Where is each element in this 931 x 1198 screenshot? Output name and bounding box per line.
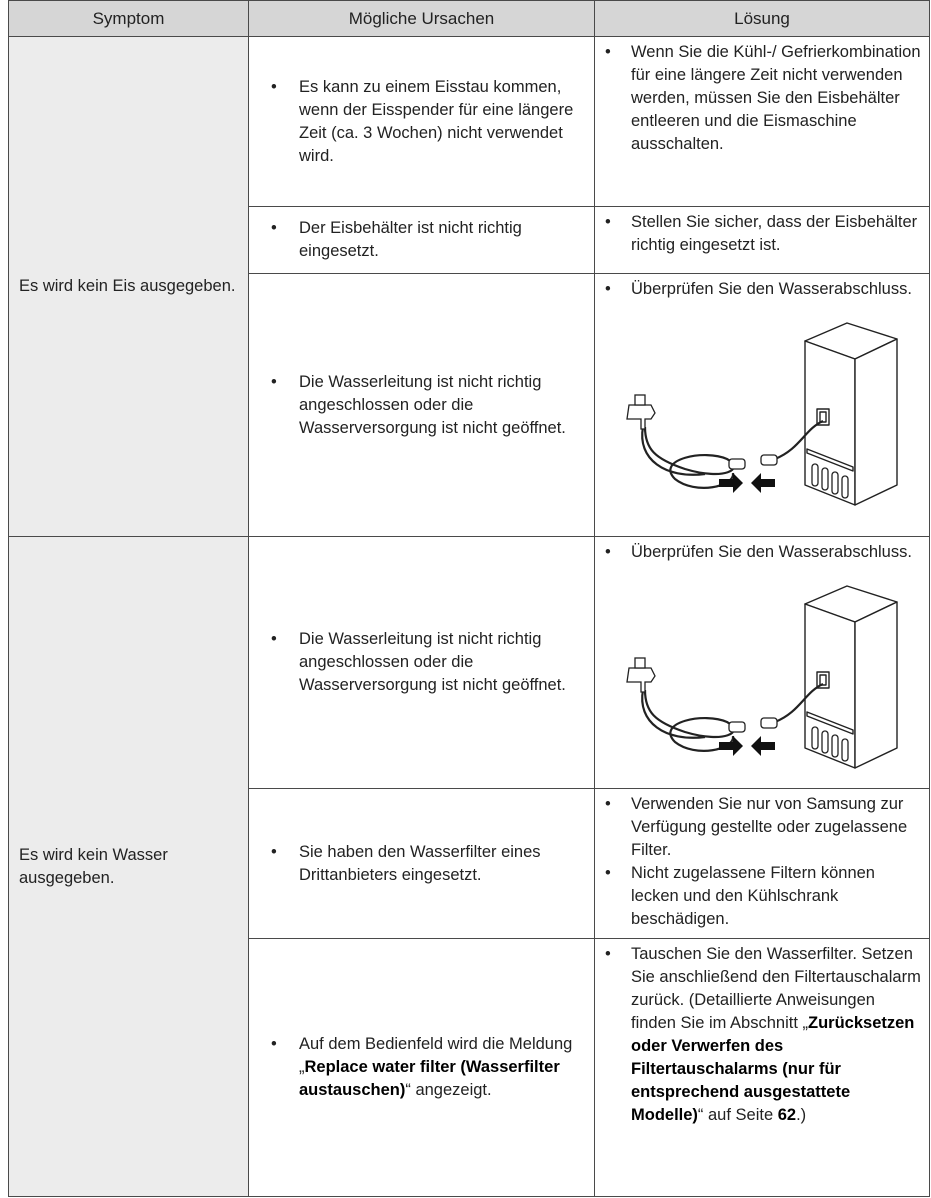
- symptom-cell: Es wird kein Eis ausgegeben.: [8, 36, 249, 537]
- solution-list: Verwenden Sie nur von Samsung zur Verfüg…: [595, 789, 929, 935]
- solution-item: Nicht zugelassene Filtern können lecken …: [605, 862, 923, 931]
- solution-cell: Tauschen Sie den Wasserfilter. Setzen Si…: [594, 938, 930, 1197]
- cause-part: “ angezeigt.: [405, 1081, 492, 1099]
- cause-item: Die Wasserleitung ist nicht richtig ange…: [271, 628, 576, 697]
- solution-cell: Wenn Sie die Kühl-/ Gefrierkombination f…: [594, 36, 930, 207]
- table-row: Die Wasserleitung ist nicht richtig ange…: [9, 273, 930, 537]
- cause-item: Es kann zu einem Eisstau kommen, wenn de…: [271, 76, 576, 168]
- cause-item: Sie haben den Wasserfilter eines Drittan…: [271, 841, 576, 887]
- solution-list: Tauschen Sie den Wasserfilter. Setzen Si…: [595, 939, 929, 1131]
- solution-list: Überprüfen Sie den Wasserabschluss.: [595, 274, 929, 305]
- table-row: Es wird kein Wasser ausgegeben. Die Wasse…: [8, 536, 930, 1197]
- solution-list: Stellen Sie sicher, dass der Eisbehälter…: [595, 207, 929, 261]
- water-connection-illustration: [625, 584, 899, 770]
- water-connection-illustration: [625, 321, 899, 507]
- solution-cell: Stellen Sie sicher, dass der Eisbehälter…: [594, 206, 930, 274]
- cause-item: Der Eisbehälter ist nicht richtig einges…: [271, 217, 576, 263]
- cause-item: Die Wasserleitung ist nicht richtig ange…: [271, 371, 576, 440]
- cause-list: Die Wasserleitung ist nicht richtig ange…: [249, 371, 594, 440]
- solution-item: Überprüfen Sie den Wasserabschluss.: [605, 278, 923, 301]
- table-row: Der Eisbehälter ist nicht richtig einges…: [9, 206, 930, 274]
- table-row: Auf dem Bedienfeld wird die Meldung „Rep…: [9, 938, 930, 1197]
- troubleshooting-table: Symptom Mögliche Ursachen Lösung Es wird…: [8, 0, 930, 1197]
- solution-part: Tauschen Sie den Wasserfilter. Setzen Si…: [631, 945, 921, 1032]
- solution-list: Wenn Sie die Kühl-/ Gefrierkombination f…: [595, 37, 929, 160]
- symptom-cell: Es wird kein Wasser ausgegeben.: [8, 536, 249, 1197]
- solution-emphasis: Zurücksetzen oder Verwerfen des Filterta…: [631, 1014, 915, 1124]
- cause-emphasis: Replace water filter (Wasserfilter austa…: [299, 1058, 560, 1099]
- cause-list: Auf dem Bedienfeld wird die Meldung „Rep…: [249, 1033, 594, 1102]
- cause-part: Auf dem Bedienfeld wird die Meldung „: [299, 1035, 573, 1076]
- solution-cell: Verwenden Sie nur von Samsung zur Verfüg…: [594, 788, 930, 939]
- solution-item: Verwenden Sie nur von Samsung zur Verfüg…: [605, 793, 923, 862]
- solution-list: Überprüfen Sie den Wasserabschluss.: [595, 537, 929, 568]
- cause-list: Sie haben den Wasserfilter eines Drittan…: [249, 841, 594, 887]
- solution-cell: Überprüfen Sie den Wasserabschluss.: [594, 536, 930, 789]
- cause-cell: Es kann zu einem Eisstau kommen, wenn de…: [248, 36, 595, 207]
- header-cell: Mögliche Ursachen: [248, 0, 595, 37]
- solution-item: Stellen Sie sicher, dass der Eisbehälter…: [605, 211, 923, 257]
- header-cell: Lösung: [594, 0, 930, 37]
- header-row: Symptom Mögliche Ursachen Lösung: [8, 0, 930, 37]
- solution-part: “ auf Seite: [697, 1106, 778, 1124]
- solution-cell: Überprüfen Sie den Wasserabschluss.: [594, 273, 930, 537]
- cause-item: Auf dem Bedienfeld wird die Meldung „Rep…: [271, 1033, 576, 1102]
- table-row: Sie haben den Wasserfilter eines Drittan…: [9, 788, 930, 939]
- solution-item: Überprüfen Sie den Wasserabschluss.: [605, 541, 923, 564]
- table-row: Es wird kein Eis ausgegeben.Es kann zu e…: [8, 36, 930, 537]
- cause-cell: Auf dem Bedienfeld wird die Meldung „Rep…: [248, 938, 595, 1197]
- solution-item: Wenn Sie die Kühl-/ Gefrierkombination f…: [605, 41, 923, 156]
- cause-cell: Die Wasserleitung ist nicht richtig ange…: [248, 536, 595, 789]
- cause-cell: Der Eisbehälter ist nicht richtig einges…: [248, 206, 595, 274]
- solution-item: Tauschen Sie den Wasserfilter. Setzen Si…: [605, 943, 923, 1127]
- cause-cell: Die Wasserleitung ist nicht richtig ange…: [248, 273, 595, 537]
- solution-emphasis: 62: [777, 1106, 797, 1124]
- cause-list: Der Eisbehälter ist nicht richtig einges…: [249, 217, 594, 263]
- cause-list: Die Wasserleitung ist nicht richtig ange…: [249, 628, 594, 697]
- cause-cell: Sie haben den Wasserfilter eines Drittan…: [248, 788, 595, 939]
- cause-list: Es kann zu einem Eisstau kommen, wenn de…: [249, 76, 594, 168]
- solution-part: .): [796, 1106, 807, 1124]
- header-cell: Symptom: [8, 0, 249, 37]
- table-body: Es wird kein Eis ausgegeben.Es kann zu e…: [8, 36, 930, 1197]
